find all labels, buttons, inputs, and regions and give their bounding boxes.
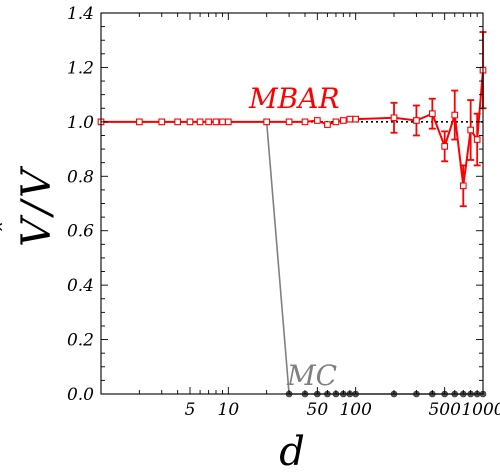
y-tick-label: 0.0 — [67, 385, 94, 405]
hat-accent: ˆ — [0, 223, 25, 236]
data-point-mbar — [285, 118, 293, 126]
data-point-mbar — [339, 117, 347, 124]
data-point-mbar — [219, 118, 226, 126]
x-tick-label: 500 — [428, 400, 461, 420]
x-tick-label: 100 — [339, 400, 372, 420]
data-point-mbar — [301, 118, 309, 126]
data-point-mbar — [313, 117, 321, 124]
x-tick-label: 50 — [307, 400, 329, 420]
y-tick-label: 1.0 — [67, 113, 94, 133]
x-tick-label: 10 — [218, 400, 240, 420]
data-point-mbar — [186, 118, 194, 126]
annotation-mbar: MBAR — [248, 82, 340, 115]
y-tick-label: 0.2 — [67, 331, 94, 351]
data-point-mbar — [212, 118, 220, 126]
y-axis-label-numerator: V — [14, 214, 60, 247]
y-axis-label-denominator: V — [14, 165, 60, 198]
y-tick-label: 1.2 — [67, 58, 94, 78]
series-line-mbar — [101, 70, 484, 186]
y-tick-label: 1.4 — [67, 4, 94, 24]
data-point-mbar — [428, 110, 436, 118]
data-point-mbar — [390, 114, 398, 122]
data-point-mbar — [467, 126, 475, 134]
data-point-mbar — [205, 118, 212, 126]
data-point-mbar — [473, 136, 481, 143]
data-point-mbar — [196, 118, 204, 126]
data-point-mbar — [352, 115, 360, 123]
data-point-mbar — [174, 118, 182, 126]
axes-layer — [100, 12, 484, 395]
y-axis-label-separator: / — [14, 198, 60, 219]
y-tick-label: 0.4 — [67, 276, 94, 296]
data-point-mbar — [263, 118, 271, 126]
annotation-mc: MC — [286, 359, 337, 392]
data-point-mbar — [441, 143, 449, 150]
data-point-mbar — [459, 182, 467, 190]
data-point-mbar — [324, 121, 331, 128]
y-tick-label: 0.8 — [67, 167, 94, 187]
data-point-mbar — [224, 118, 232, 126]
data-point-mbar — [413, 117, 420, 124]
x-axis-label: d — [279, 429, 305, 474]
x-tick-label: 5 — [185, 400, 196, 420]
data-point-mbar — [332, 118, 340, 126]
data-point-mbar — [158, 118, 166, 126]
data-point-mbar — [135, 118, 143, 126]
data-point-mbar — [451, 111, 459, 119]
data-point-mbar — [346, 115, 354, 123]
y-axis-label: Vˆ/V — [0, 165, 60, 247]
y-tick-label: 0.6 — [67, 222, 94, 242]
